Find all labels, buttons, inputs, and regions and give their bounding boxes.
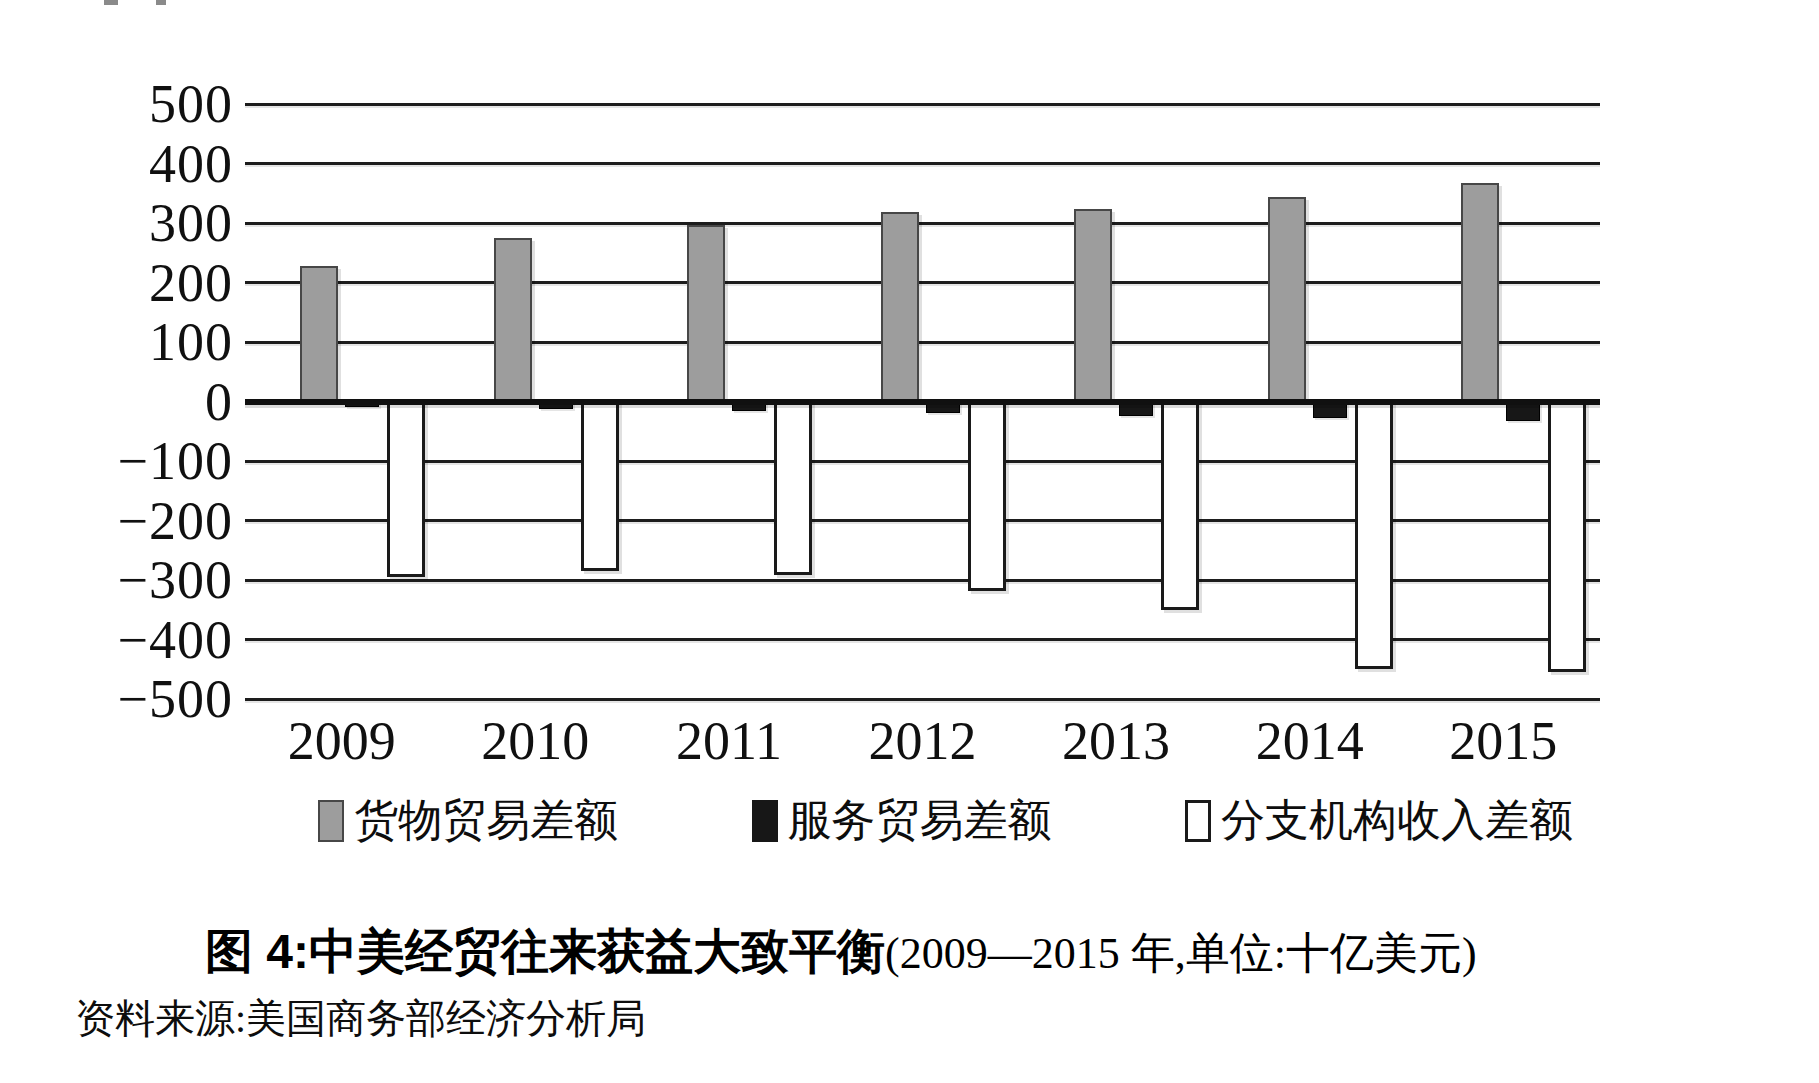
x-category-label-2014: 2014 (1213, 712, 1407, 770)
gridline--400 (245, 638, 1600, 641)
legend-label-goods: 货物贸易差额 (354, 796, 618, 846)
gridline--200 (245, 519, 1600, 522)
legend-item-branch: 分支机构收入差额 (1185, 796, 1573, 846)
caption-paren: (2009—2015 年,单位:十亿美元) (885, 929, 1477, 978)
y-tick-label--500: −500 (23, 672, 233, 726)
gridline--100 (245, 460, 1600, 463)
bar-goods-2015 (1461, 183, 1499, 401)
y-tick-label--300: −300 (23, 553, 233, 607)
gridline-400 (245, 162, 1600, 165)
bar-branch-2009 (387, 402, 425, 578)
scan-artifact (156, 0, 166, 5)
bar-branch-2015 (1548, 402, 1586, 673)
caption-prefix: 图 4: (205, 925, 309, 978)
gridline-0 (245, 399, 1600, 405)
gridline--300 (245, 579, 1600, 582)
gridline-100 (245, 341, 1600, 344)
legend-label-services: 服务贸易差额 (788, 796, 1052, 846)
x-category-label-2010: 2010 (439, 712, 633, 770)
y-tick-label-0: 0 (23, 375, 233, 429)
plot-area (245, 104, 1600, 699)
y-tick-label-200: 200 (23, 256, 233, 310)
legend-item-services: 服务贸易差额 (752, 796, 1052, 846)
bar-branch-2010 (581, 402, 619, 572)
bar-goods-2014 (1268, 197, 1306, 402)
y-tick-label-100: 100 (23, 315, 233, 369)
legend-marker-branch-icon (1185, 800, 1211, 842)
bar-goods-2009 (300, 266, 338, 401)
x-category-label-2009: 2009 (245, 712, 439, 770)
gridline--500 (245, 698, 1600, 701)
legend-marker-goods-icon (318, 800, 344, 842)
bar-branch-2012 (968, 402, 1006, 591)
y-tick-label-300: 300 (23, 196, 233, 250)
y-tick-label-500: 500 (23, 77, 233, 131)
source-note: 资料来源:美国商务部经济分析局 (75, 996, 646, 1042)
y-tick-label--100: −100 (23, 434, 233, 488)
legend: 货物贸易差额 服务贸易差额 分支机构收入差额 (318, 796, 1573, 846)
y-tick-label--200: −200 (23, 494, 233, 548)
bar-branch-2013 (1161, 402, 1199, 611)
bar-goods-2012 (881, 212, 919, 401)
bar-goods-2010 (494, 238, 532, 401)
x-category-label-2012: 2012 (826, 712, 1020, 770)
bar-goods-2011 (687, 225, 725, 401)
bar-branch-2014 (1355, 402, 1393, 670)
figure-page: 500 400300 200100 0−100 −200−300 −400−500 200… (0, 0, 1819, 1083)
y-tick-label--400: −400 (23, 613, 233, 667)
bar-goods-2013 (1074, 209, 1112, 402)
legend-marker-services-icon (752, 800, 778, 842)
x-category-label-2011: 2011 (632, 712, 826, 770)
x-category-label-2015: 2015 (1406, 712, 1600, 770)
gridline-500 (245, 103, 1600, 106)
gridline-200 (245, 281, 1600, 284)
bar-branch-2011 (774, 402, 812, 576)
scan-artifact (104, 0, 118, 5)
figure-caption: 图 4:中美经贸往来获益大致平衡(2009—2015 年,单位:十亿美元) (205, 924, 1477, 983)
gridline-300 (245, 222, 1600, 225)
caption-title: 中美经贸往来获益大致平衡 (309, 925, 885, 978)
y-tick-label-400: 400 (23, 137, 233, 191)
legend-item-goods: 货物贸易差额 (318, 796, 618, 846)
x-category-label-2013: 2013 (1019, 712, 1213, 770)
legend-label-branch: 分支机构收入差额 (1221, 796, 1573, 846)
